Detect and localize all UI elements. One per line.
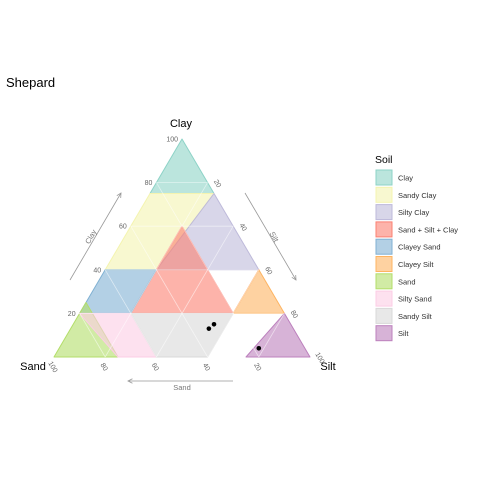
tick-label-clay-80: 80 — [145, 180, 153, 187]
tick-label-silt-60: 60 — [263, 266, 273, 276]
axis-title-clay: Clay — [83, 228, 98, 246]
legend-swatch-clayey-sand — [376, 239, 392, 254]
legend-swatch-silty-clay — [376, 205, 392, 220]
legend-label-sandy-silt: Sandy Silt — [398, 312, 433, 321]
tick-label-sand-60: 60 — [150, 362, 160, 372]
vertex-label-left: Sand — [20, 361, 46, 373]
tick-label-clay-100: 100 — [166, 137, 178, 144]
legend-swatch-clay — [376, 170, 392, 185]
data-point-3 — [257, 346, 262, 351]
tick-label-sand-80: 80 — [99, 362, 109, 372]
region-layer — [54, 139, 310, 357]
legend-label-sand: Sand — [398, 277, 416, 286]
legend-label-sandy-clay: Sandy Clay — [398, 191, 437, 200]
legend-label-clayey-sand: Clayey Sand — [398, 243, 441, 252]
vertex-label-right: Silt — [320, 361, 335, 373]
tick-label-sand-100: 100 — [46, 360, 58, 374]
legend-label-clayey-silt: Clayey Silt — [398, 260, 434, 269]
legend: Soil Clay Sandy Clay Silty Clay Sand + Silt… — [375, 154, 458, 341]
region-clayey-silt — [233, 270, 284, 314]
data-point-2 — [207, 326, 212, 331]
tick-label-clay-40: 40 — [93, 267, 101, 274]
axis-title-sand: Sand — [173, 383, 191, 392]
legend-title: Soil — [375, 154, 393, 166]
axis-title-silt: Silt — [268, 230, 281, 244]
tick-label-sand-40: 40 — [201, 362, 211, 372]
tick-label-clay-60: 60 — [119, 224, 127, 231]
chart-title: Shepard — [6, 75, 55, 90]
region-clay — [150, 139, 214, 194]
legend-swatch-clayey-silt — [376, 257, 392, 272]
legend-swatch-sand-silt-clay — [376, 222, 392, 237]
legend-label-silty-clay: Silty Clay — [398, 208, 430, 217]
legend-swatch-silt — [376, 326, 392, 341]
legend-label-clay: Clay — [398, 174, 413, 183]
legend-swatch-sand — [376, 274, 392, 289]
legend-swatch-sandy-silt — [376, 308, 392, 323]
tick-label-clay-20: 20 — [68, 311, 76, 318]
tick-label-silt-80: 80 — [289, 310, 299, 320]
tick-label-silt-40: 40 — [238, 222, 248, 232]
legend-swatch-silty-sand — [376, 291, 392, 306]
legend-label-silty-sand: Silty Sand — [398, 295, 432, 304]
legend-swatch-sandy-clay — [376, 187, 392, 202]
data-point-1 — [212, 322, 217, 327]
vertex-label-top: Clay — [170, 118, 193, 130]
legend-label-sand-silt-clay: Sand + Silt + Clay — [398, 225, 458, 234]
legend-label-silt: Silt — [398, 329, 409, 338]
tick-label-sand-20: 20 — [252, 362, 262, 372]
tick-label-silt-20: 20 — [212, 179, 222, 189]
region-silt — [246, 313, 310, 357]
